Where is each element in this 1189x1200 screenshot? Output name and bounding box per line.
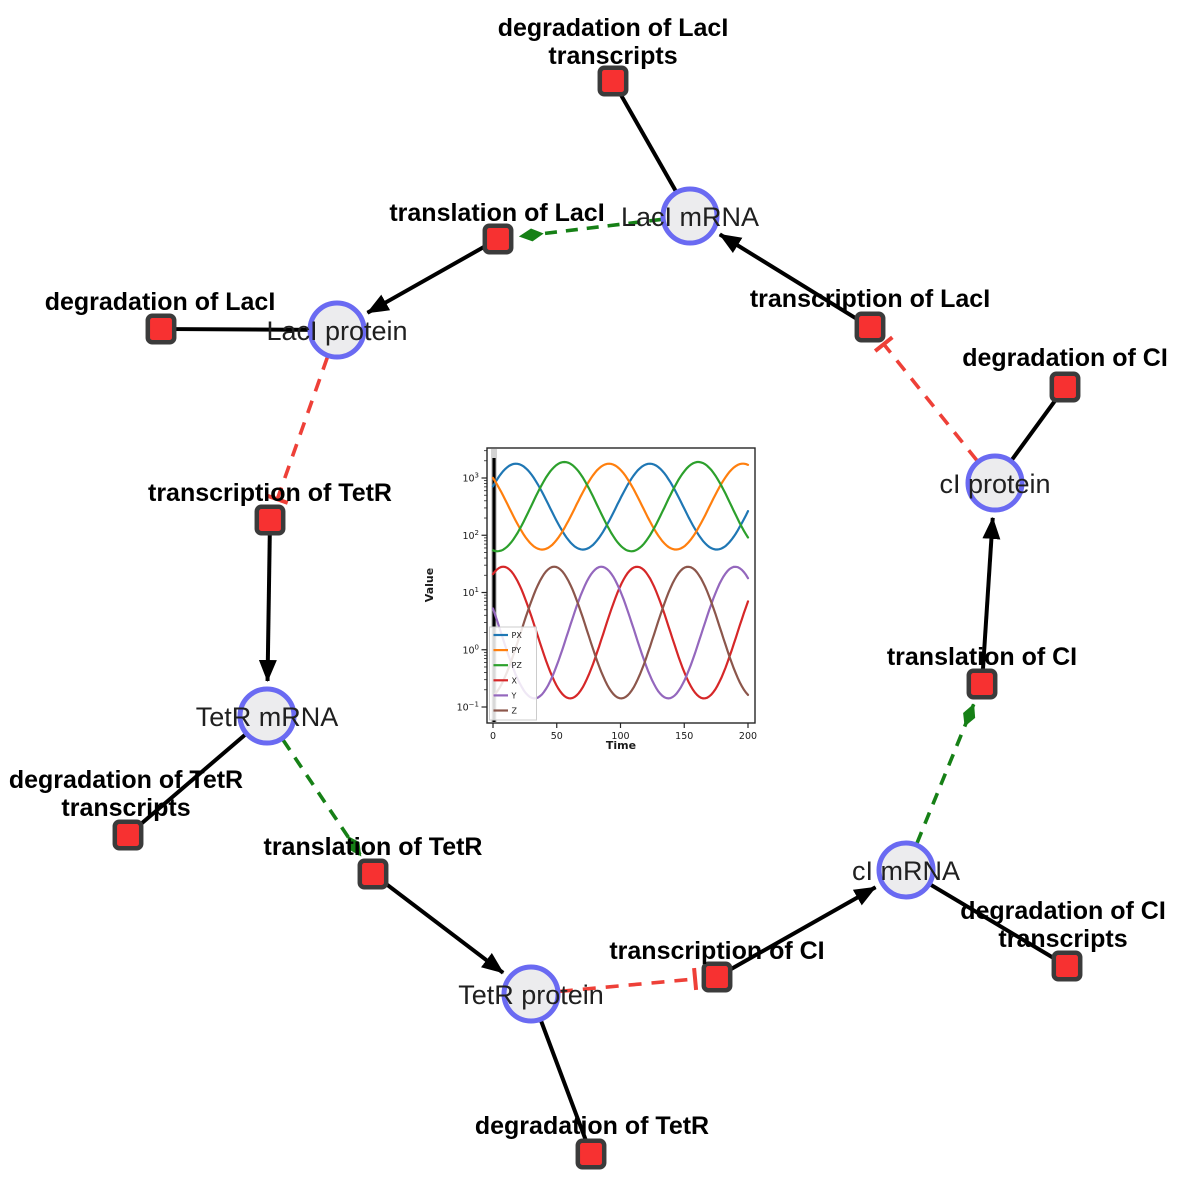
chart-series-PY: [491, 462, 750, 551]
edge-production-transcr-laci-to-laci-mrna[interactable]: [718, 232, 860, 322]
timeseries-inset-chart: 0 50 100 150 200 10−1 100 101 102 103 PX PY PZ XYZ Ti…: [423, 447, 757, 752]
edge-degradation-deg-laci-to-laci-protein[interactable]: [171, 327, 313, 332]
reaction-node-transl-tetr[interactable]: [357, 858, 389, 890]
edge-degradation-deg-tetr-transcripts-to-tetr-mrna[interactable]: [135, 730, 250, 830]
edge-degradation-deg-ci-transcripts-to-ci-mrna[interactable]: [926, 881, 1059, 963]
edge-inhibition-tetr-protein-to-transcr-ci-tbar-icon: [692, 967, 699, 991]
edge-degradation-deg-ci-to-ci-protein[interactable]: [1008, 394, 1061, 464]
reaction-label-deg-laci-line1: degradation of LacI: [45, 288, 276, 316]
chart-legend: PX PY PZ XYZ: [489, 626, 537, 721]
reaction-label-transl-ci-line1: translation of CI: [887, 643, 1077, 671]
reaction-label-transcr-ci-line1: transcription of CI: [609, 937, 824, 965]
chart-x-ticklabel-0: 0: [490, 731, 496, 742]
species-label-tetr-protein: TetR protein: [458, 980, 604, 1010]
reaction-node-transl-laci[interactable]: [482, 223, 514, 255]
reaction-node-deg-tetr-transcripts[interactable]: [112, 819, 144, 851]
chart-y-ticklabel-1e1: 101: [462, 586, 479, 599]
chart-legend-label-X: X: [512, 676, 518, 685]
edge-inhibition-tetr-protein-to-transcr-ci[interactable]: [559, 967, 699, 994]
chart-ylabel: Value: [423, 568, 436, 602]
chart-legend-box: [489, 626, 537, 721]
species-label-ci-protein: cI protein: [939, 469, 1050, 499]
chart-legend-label-PY: PY: [512, 646, 522, 655]
reaction-label-deg-tetr-transcripts-line2: transcripts: [61, 794, 190, 822]
reaction-label-deg-ci-transcripts-line1: degradation of CI: [960, 897, 1166, 925]
edge-degradation-deg-tetr-to-tetr-protein[interactable]: [537, 1016, 590, 1145]
reaction-node-deg-tetr[interactable]: [575, 1138, 607, 1170]
reaction-label-deg-ci-line1: degradation of CI: [962, 344, 1168, 372]
reaction-node-deg-laci[interactable]: [145, 313, 177, 345]
nodes-layer: [112, 65, 1083, 1170]
species-node-ci-mrna[interactable]: [876, 840, 936, 900]
species-node-tetr-protein[interactable]: [501, 964, 561, 1024]
species-node-ci-protein[interactable]: [965, 453, 1025, 513]
chart-x-ticklabel-200: 200: [739, 731, 757, 742]
edge-degradation-deg-laci-transcripts-to-laci-mrna[interactable]: [616, 89, 680, 196]
chart-legend-label-Y: Y: [511, 691, 517, 700]
reaction-label-transcr-tetr-line1: transcription of TetR: [148, 479, 392, 507]
edge-inhibition-ci-protein-to-transcr-laci-tbar-icon: [873, 335, 894, 353]
edge-catalysis-laci-mrna-to-transl-laci[interactable]: [518, 217, 662, 242]
chart-x-ticklabel-150: 150: [675, 731, 693, 742]
reaction-label-deg-tetr-line1: degradation of TetR: [475, 1112, 709, 1140]
species-node-tetr-mrna[interactable]: [237, 686, 297, 746]
reaction-node-deg-laci-transcripts[interactable]: [597, 65, 629, 97]
chart-series-PZ: [491, 460, 750, 553]
reaction-label-transcr-laci-line1: transcription of LacI: [750, 285, 990, 313]
edge-inhibition-ci-protein-to-transcr-laci[interactable]: [873, 335, 979, 462]
reaction-node-deg-ci-transcripts[interactable]: [1051, 950, 1083, 982]
reaction-node-transcr-ci[interactable]: [701, 961, 733, 993]
reaction-node-deg-ci[interactable]: [1049, 371, 1081, 403]
chart-body: 0 50 100 150 200 10−1 100 101 102 103 PX PY PZ XYZ: [457, 447, 757, 742]
species-label-ci-mrna: cI mRNA: [852, 856, 960, 886]
chart-xlabel: Time: [606, 739, 636, 752]
edge-catalysis-tetr-mrna-to-transl-tetr[interactable]: [281, 739, 363, 857]
reaction-label-deg-laci-transcripts-line1: degradation of LacI: [498, 14, 729, 42]
reaction-label-deg-ci-transcripts-line2: transcripts: [998, 925, 1127, 953]
edges-layer: [135, 89, 1061, 1145]
chart-x-ticklabel-100: 100: [611, 731, 629, 742]
chart-x-ticklabel-50: 50: [551, 731, 563, 742]
chart-legend-label-Z: Z: [512, 707, 518, 716]
species-node-laci-mrna[interactable]: [660, 186, 720, 246]
reaction-node-transcr-tetr[interactable]: [254, 504, 286, 536]
edge-inhibition-laci-protein-to-transcr-tetr-tbar-icon: [266, 493, 289, 505]
species-label-tetr-mrna: TetR mRNA: [196, 702, 339, 732]
chart-y-ticklabel-1e-1: 10−1: [457, 701, 479, 714]
chart-legend-label-PX: PX: [512, 631, 523, 640]
species-label-laci-mrna: LacI mRNA: [621, 202, 759, 232]
labels-layer: degradation of LacItranscriptstranslatio…: [9, 14, 1168, 1140]
edge-production-transl-ci-to-ci-protein[interactable]: [980, 516, 1001, 671]
chart-y-ticklabel-1e2: 102: [462, 529, 479, 542]
chart-series-PX: [491, 462, 750, 551]
reaction-label-transl-tetr-line1: translation of TetR: [264, 833, 483, 861]
species-label-laci-protein: LacI protein: [266, 316, 407, 346]
chart-y-ticklabel-1e0: 100: [462, 643, 479, 656]
chart-y-ticklabel-1e3: 103: [462, 472, 479, 485]
species-node-laci-protein[interactable]: [307, 300, 367, 360]
edge-production-transcr-ci-to-ci-mrna[interactable]: [728, 885, 877, 972]
reaction-label-deg-laci-transcripts-line2: transcripts: [548, 42, 677, 70]
edge-production-transl-laci-to-laci-protein[interactable]: [366, 244, 487, 315]
reaction-label-transl-laci-line1: translation of LacI: [389, 199, 604, 227]
edge-catalysis-ci-mrna-to-transl-ci[interactable]: [915, 703, 976, 844]
edge-inhibition-laci-protein-to-transcr-tetr[interactable]: [266, 356, 330, 505]
chart-legend-label-PZ: PZ: [512, 661, 523, 670]
reaction-node-transl-ci[interactable]: [966, 668, 998, 700]
chart-series-Z: [491, 565, 750, 700]
reaction-label-deg-tetr-transcripts-line1: degradation of TetR: [9, 766, 243, 794]
edge-production-transcr-tetr-to-tetr-mrna[interactable]: [258, 533, 277, 683]
reaction-node-transcr-laci[interactable]: [854, 311, 886, 343]
edge-production-transl-tetr-to-tetr-protein[interactable]: [382, 880, 505, 975]
